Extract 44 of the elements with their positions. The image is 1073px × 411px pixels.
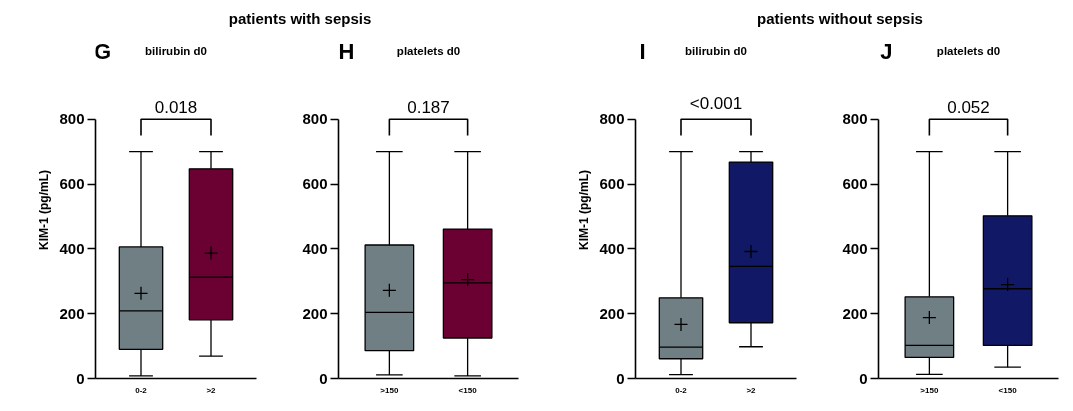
y-tick-label: 200: [599, 304, 625, 322]
y-tick-label: 400: [599, 239, 625, 257]
x-tick-label: >150: [920, 385, 939, 395]
y-tick-label: 200: [842, 304, 868, 322]
y-tick-label: 600: [842, 175, 868, 193]
y-tick-label: 400: [59, 239, 85, 257]
text: patients with sepsis: [228, 9, 372, 29]
text: patients without sepsis: [757, 9, 923, 29]
y-tick-label: 600: [599, 175, 625, 193]
x-tick-label: 0-2: [675, 385, 688, 395]
y-tick-label: 0: [859, 369, 868, 387]
y-tick-label: 0: [319, 369, 328, 387]
y-tick-label: 800: [59, 110, 85, 128]
y-tick-label: 200: [302, 304, 328, 322]
x-tick-label: <150: [998, 385, 1018, 395]
text: 0.052: [947, 98, 990, 118]
x-tick-label: >2: [206, 385, 217, 395]
y-axis-title: KIM-1 (pg/mL): [577, 169, 592, 250]
x-tick-label: >2: [746, 385, 757, 395]
text: 0.018: [154, 98, 198, 118]
chart-title: bilirubin d0: [685, 45, 747, 58]
y-tick-label: 800: [599, 110, 625, 128]
y-tick-label: 400: [302, 239, 328, 257]
y-tick-label: 0: [76, 369, 85, 387]
text: H: [338, 38, 355, 64]
x-tick-label: >150: [380, 385, 399, 395]
y-tick-label: 600: [59, 175, 85, 193]
text: G: [93, 38, 112, 64]
text: J: [880, 38, 893, 64]
chart-title: platelets d0: [396, 45, 461, 58]
y-tick-label: 200: [59, 304, 85, 322]
y-tick-label: 800: [842, 110, 868, 128]
text: <0.001: [689, 94, 743, 114]
chart-title: bilirubin d0: [145, 45, 207, 58]
y-tick-label: 600: [302, 175, 328, 193]
y-tick-label: 400: [842, 239, 868, 257]
y-tick-label: 0: [616, 369, 625, 387]
chart-title: platelets d0: [936, 45, 1001, 58]
y-axis-title: KIM-1 (pg/mL): [37, 169, 52, 250]
text: I: [639, 38, 646, 64]
x-tick-label: <150: [458, 385, 478, 395]
x-tick-label: 0-2: [135, 385, 148, 395]
text: 0.187: [407, 98, 450, 118]
y-tick-label: 800: [302, 110, 328, 128]
